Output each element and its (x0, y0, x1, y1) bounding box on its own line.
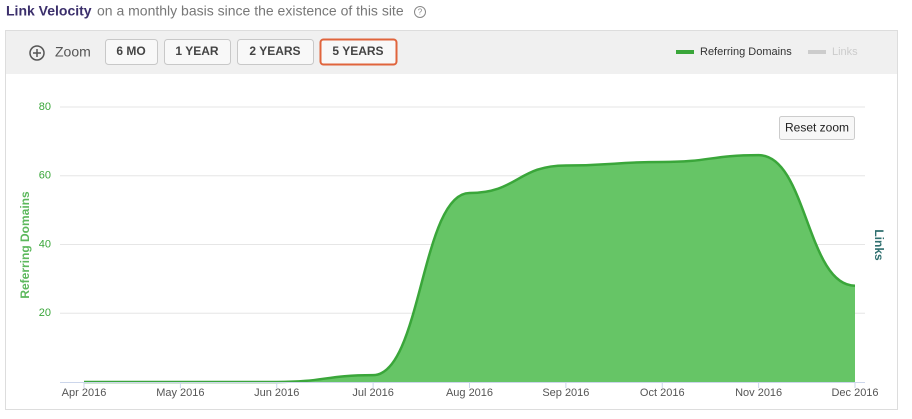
zoom-button[interactable] (105, 39, 158, 65)
x-tick-label: Nov 2016 (735, 387, 782, 399)
reset-zoom-label: Reset zoom (785, 121, 849, 135)
x-tick-label: Dec 2016 (831, 387, 878, 399)
x-tick-label: Oct 2016 (640, 387, 685, 399)
x-tick-label: Aug 2016 (446, 387, 493, 399)
y-axis-title: Referring Domains (18, 191, 32, 299)
zoom-label: Zoom (55, 44, 91, 60)
help-icon[interactable] (414, 6, 426, 18)
y-tick-label: 40 (39, 238, 51, 250)
zoom-button-label: 1 YEAR (175, 44, 218, 58)
y-tick-label: 80 (39, 101, 51, 113)
y-tick-label: 60 (39, 170, 51, 182)
legend-label[interactable]: Links (832, 46, 858, 58)
x-tick-label: Jun 2016 (254, 387, 299, 399)
zoom-button[interactable] (319, 38, 398, 66)
x-tick-label: Sep 2016 (542, 387, 589, 399)
x-tick-label: Jul 2016 (352, 387, 394, 399)
title: Link Velocity (6, 3, 92, 19)
zoom-button-label: 5 YEARS (332, 44, 383, 58)
zoom-button-label: 2 YEARS (249, 44, 300, 58)
y2-axis-title: Links (872, 229, 886, 261)
zoom-button-label: 6 MO (116, 44, 145, 58)
area (84, 155, 855, 382)
zoom-icon (29, 45, 45, 61)
zoom-button[interactable] (237, 39, 314, 65)
help-icon-mark: ? (418, 8, 423, 17)
zoom-icon-plus (33, 49, 41, 57)
subtitle: on a monthly basis since the existence o… (97, 3, 404, 19)
x-tick-label: May 2016 (156, 387, 204, 399)
reset-zoom-button[interactable] (779, 116, 855, 140)
zoom-button[interactable] (164, 39, 231, 65)
y-tick-label: 20 (39, 307, 51, 319)
legend-label[interactable]: Referring Domains (700, 46, 792, 58)
x-tick-label: Apr 2016 (62, 387, 107, 399)
